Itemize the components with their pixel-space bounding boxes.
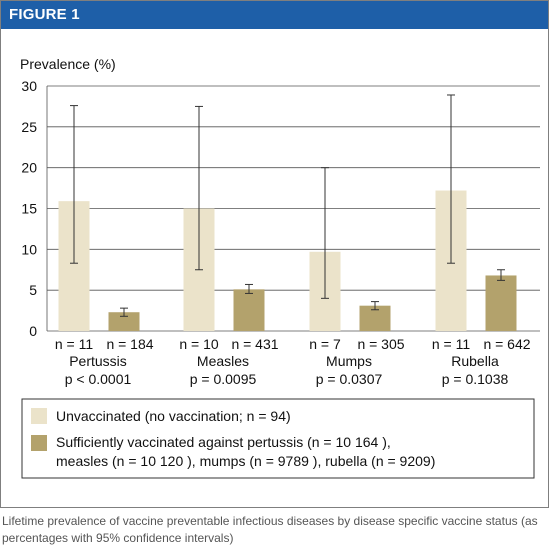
category-label: Mumps [326, 353, 372, 369]
n-label: n = 184 [106, 336, 153, 352]
bar [485, 275, 517, 331]
legend-label: Unvaccinated (no vaccination; n = 94) [56, 408, 291, 424]
legend-label: Sufficiently vaccinated against pertussi… [56, 434, 391, 450]
bar [233, 289, 265, 331]
legend-swatch-vaccinated [31, 435, 47, 451]
n-label: n = 10 [179, 336, 219, 352]
y-tick-label: 15 [21, 201, 37, 217]
n-label: n = 11 [55, 336, 93, 352]
n-label: n = 642 [483, 336, 530, 352]
n-label: n = 431 [231, 336, 278, 352]
y-axis-label: Prevalence (%) [20, 56, 116, 72]
p-value-label: p < 0.0001 [65, 371, 132, 387]
chart: Prevalence (%) 0 5 10 15 20 25 30 n = 11 n = 184P… [20, 56, 540, 479]
p-value-label: p = 0.0307 [316, 371, 383, 387]
figure-header: FIGURE 1 [1, 1, 548, 29]
category-label: Pertussis [69, 353, 127, 369]
bar [108, 312, 140, 331]
p-value-label: p = 0.0095 [190, 371, 257, 387]
y-tick-label: 0 [29, 323, 37, 339]
y-tick-label: 5 [29, 282, 37, 298]
y-tick-label: 10 [21, 241, 37, 257]
y-tick-label: 25 [21, 119, 37, 135]
figure-caption: Lifetime prevalence of vaccine preventab… [2, 514, 538, 545]
figure-label: FIGURE 1 [9, 6, 80, 23]
n-label: n = 11 [432, 336, 470, 352]
legend-swatch-unvaccinated [31, 408, 47, 424]
category-label: Measles [197, 353, 249, 369]
category-label: Rubella [451, 353, 499, 369]
legend-box [21, 398, 535, 479]
n-label: n = 305 [357, 336, 404, 352]
legend-label: measles (n = 10 120 ), mumps (n = 9789 )… [56, 453, 435, 469]
y-tick-label: 30 [21, 78, 37, 94]
p-value-label: p = 0.1038 [442, 371, 509, 387]
n-label: n = 7 [309, 336, 341, 352]
y-tick-label: 20 [21, 160, 37, 176]
